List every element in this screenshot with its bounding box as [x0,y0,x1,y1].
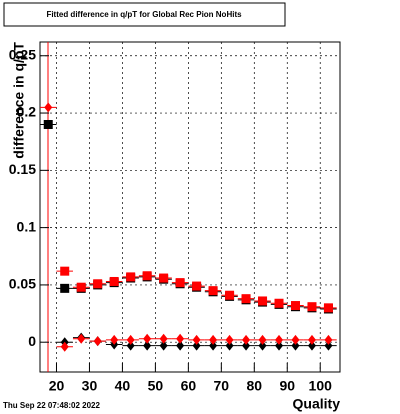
marker [159,333,168,344]
marker [77,333,86,344]
chart-title: Fitted difference in q/pT for Global Rec… [46,10,242,19]
marker [192,340,201,351]
marker [93,279,103,289]
marker [242,334,251,345]
marker [76,282,86,292]
y-tick-label: 0 [28,333,36,349]
marker [307,340,316,351]
marker [176,340,185,351]
x-tick-label: 80 [246,378,262,394]
timestamp: Thu Sep 22 07:48:02 2022 [3,401,100,410]
marker [192,281,202,291]
marker [258,296,268,306]
marker [126,340,135,351]
marker [126,272,136,282]
x-tick-label: 100 [309,378,333,394]
marker [209,340,218,351]
marker [242,340,251,351]
frame [39,41,341,373]
marker [60,283,70,293]
marker [93,336,102,347]
marker [324,334,333,345]
marker [44,102,53,113]
marker [176,333,185,344]
x-tick-label: 30 [82,378,98,394]
marker [208,286,218,296]
marker [258,334,267,345]
marker [241,294,251,304]
marker [274,298,284,308]
marker [275,340,284,351]
x-tick-label: 90 [279,378,295,394]
marker [323,303,333,313]
marker [60,266,70,276]
marker [290,301,300,311]
marker [225,290,235,300]
title-box [3,2,286,27]
marker [291,334,300,345]
y-tick-label: 0.15 [9,161,36,177]
marker [60,341,69,352]
x-tick-label: 70 [214,378,230,394]
marker [143,340,152,351]
marker [175,278,185,288]
y-tick-label: 0.05 [9,276,36,292]
x-tick-label: 60 [181,378,197,394]
x-axis-label: Quality [293,396,341,412]
marker [209,334,218,345]
marker [307,302,317,312]
marker [192,334,201,345]
y-tick-label: 0.25 [9,46,36,62]
marker [307,334,316,345]
marker [324,340,333,351]
marker [109,276,119,286]
marker [43,120,53,129]
y-tick-label: 0.2 [17,104,37,120]
marker [110,334,119,345]
marker [258,340,267,351]
marker [142,271,152,281]
y-tick-label: 0.1 [17,218,37,234]
marker [126,334,135,345]
marker [159,273,169,283]
x-tick-label: 40 [115,378,131,394]
marker [225,334,234,345]
marker [143,333,152,344]
x-tick-label: 20 [49,378,65,394]
marker [159,340,168,351]
x-tick-label: 50 [148,378,164,394]
marker [291,340,300,351]
marker [225,340,234,351]
y-axis-label: difference in q/pT [11,42,27,159]
marker [275,334,284,345]
